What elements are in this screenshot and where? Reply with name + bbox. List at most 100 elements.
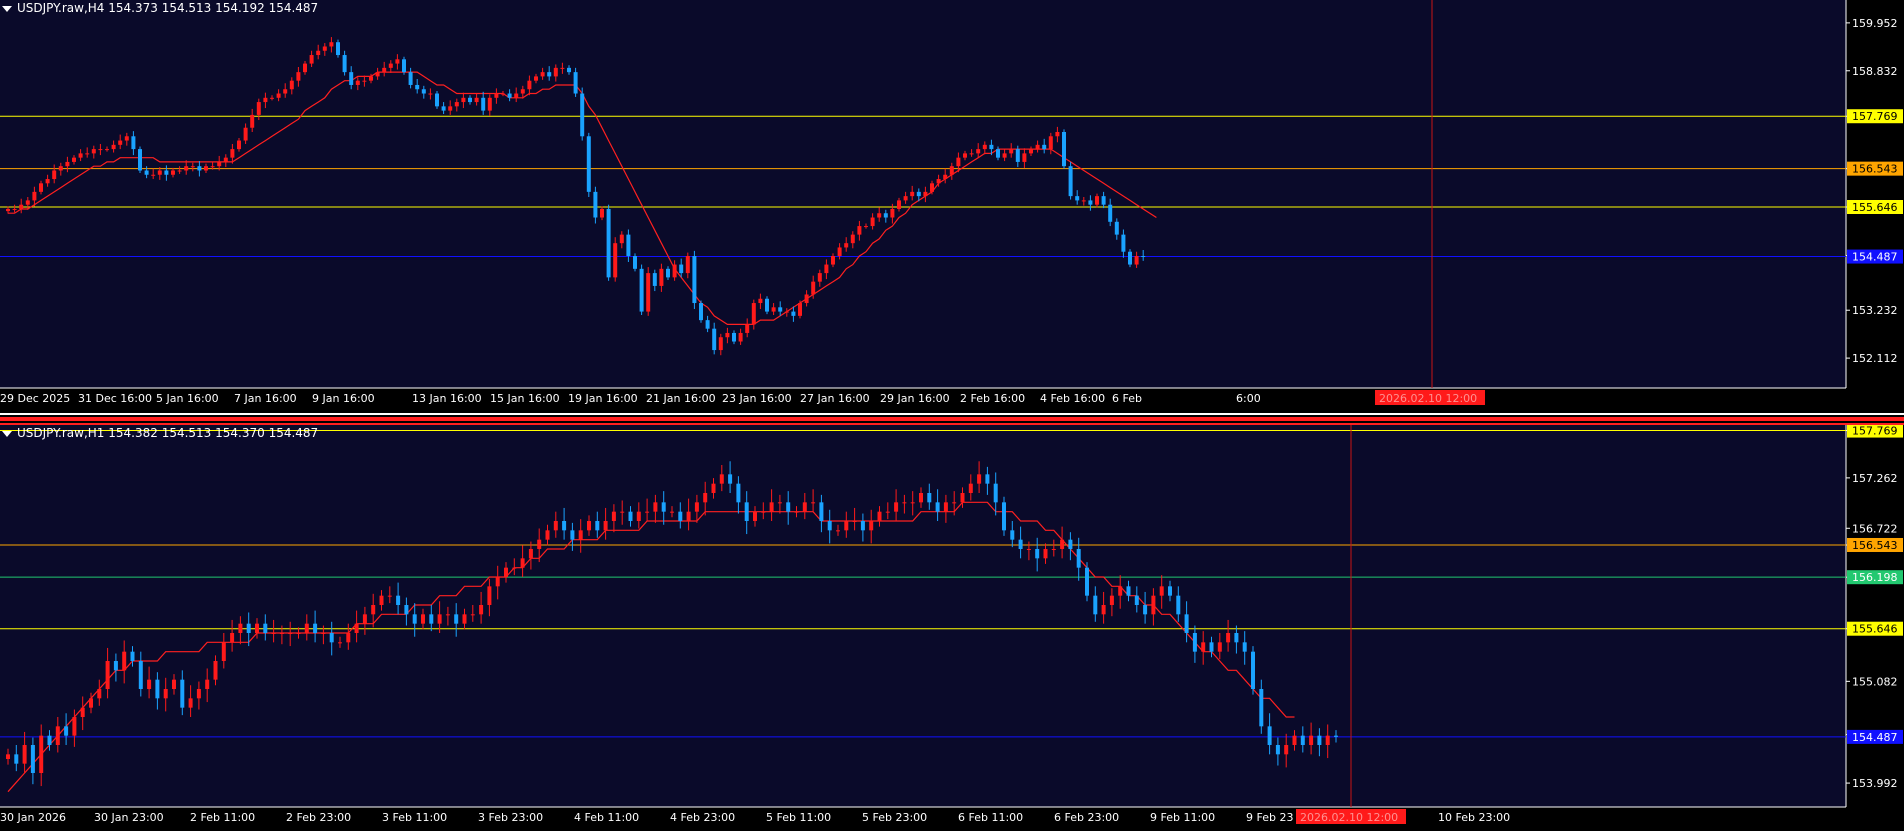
- x-tick-label: 29 Jan 16:00: [880, 392, 950, 405]
- candle-body: [105, 149, 109, 151]
- candle-body: [39, 183, 43, 192]
- candle-body: [180, 679, 185, 708]
- price-level-badge: [1847, 425, 1903, 438]
- x-tick-label: 4 Feb 16:00: [1040, 392, 1105, 405]
- x-tick-label: 4 Feb 11:00: [574, 811, 639, 824]
- candle-body: [1029, 149, 1033, 154]
- candle-body: [883, 213, 888, 218]
- candle-body: [857, 226, 862, 235]
- candle-body: [678, 511, 683, 521]
- candle-body: [157, 170, 162, 175]
- candle-body: [877, 213, 882, 218]
- candle-body: [1081, 200, 1086, 202]
- candle-body: [738, 332, 743, 342]
- candle-body: [798, 303, 802, 316]
- candle-body: [860, 521, 865, 531]
- candle-body: [725, 332, 730, 338]
- candle-body: [719, 474, 724, 484]
- candle-body: [626, 234, 631, 256]
- y-tick-label: 159.952: [1852, 17, 1898, 30]
- candle-body: [47, 735, 52, 745]
- candle-body: [52, 170, 57, 180]
- candle-body: [771, 307, 776, 312]
- x-tick-label: 5 Jan 16:00: [156, 392, 219, 405]
- collapse-triangle-icon[interactable]: [2, 5, 12, 12]
- pane-separator-bar[interactable]: [0, 417, 1904, 421]
- candle-body: [923, 191, 928, 197]
- candle-body: [786, 502, 791, 512]
- candle-body: [25, 200, 30, 205]
- pane-divider[interactable]: [0, 413, 1904, 415]
- candle-body: [1109, 595, 1114, 605]
- candle-body: [1062, 132, 1066, 167]
- candle-body: [387, 595, 392, 597]
- candle-body: [1192, 633, 1197, 652]
- candle-body: [1168, 586, 1172, 596]
- candle-body: [732, 332, 736, 342]
- candle-body: [64, 726, 69, 736]
- candle-body: [494, 93, 499, 98]
- candle-body: [586, 136, 591, 192]
- candle-body: [587, 521, 591, 531]
- h1-chart-pane[interactable]: 157.769 157.262 156.722 156.543 156.198 155.6…: [0, 425, 1904, 831]
- candle-body: [1093, 595, 1098, 615]
- candle-body: [111, 144, 116, 150]
- x-tick-label: 6 Feb 11:00: [958, 811, 1023, 824]
- candle-body: [1042, 144, 1047, 150]
- candle-body: [354, 623, 359, 633]
- x-tick-label: 6 Feb 23:00: [1054, 811, 1119, 824]
- candle-body: [1095, 196, 1099, 205]
- h1-chart-svg[interactable]: 157.769 157.262 156.722 156.543 156.198 155.6…: [0, 425, 1904, 831]
- candle-body: [470, 614, 475, 616]
- candle-body: [527, 80, 532, 90]
- candle-body: [751, 303, 756, 325]
- candle-body: [1101, 605, 1106, 615]
- candle-body: [78, 153, 83, 158]
- h4-plot-area[interactable]: [0, 0, 1846, 388]
- candle-body: [404, 605, 409, 615]
- candle-body: [844, 521, 849, 531]
- candle-body: [462, 614, 467, 624]
- candle-body: [753, 511, 757, 521]
- candle-body: [910, 191, 915, 197]
- price-level-badge-label: 156.198: [1852, 571, 1898, 584]
- y-tick-label: 156.722: [1852, 522, 1898, 535]
- candle-body: [528, 549, 533, 559]
- candle-body: [501, 93, 505, 95]
- candle-body: [718, 337, 723, 351]
- price-level-badge: [1847, 537, 1903, 552]
- x-tick-label: 29 Dec 2025: [0, 392, 70, 405]
- h4-chart-svg[interactable]: 159.952158.832157.769156.543155.646154.5…: [0, 0, 1904, 413]
- candle-body: [578, 530, 583, 540]
- candle-body: [396, 595, 401, 605]
- candle-body: [322, 46, 327, 51]
- candle-body: [745, 324, 750, 333]
- candle-body: [769, 502, 774, 512]
- candle-body: [570, 530, 575, 540]
- candle-body: [936, 179, 941, 184]
- candle-body: [197, 166, 202, 171]
- candle-body: [512, 567, 517, 569]
- candle-body: [943, 502, 948, 512]
- candle-body: [1018, 539, 1023, 549]
- candle-body: [487, 97, 492, 111]
- candle-body: [304, 623, 309, 633]
- price-level-badge-label: 156.543: [1852, 163, 1898, 176]
- candle-body: [130, 651, 135, 661]
- candle-body: [633, 256, 637, 269]
- candle-body: [171, 170, 175, 175]
- candle-body: [230, 633, 235, 643]
- candle-body: [210, 166, 215, 168]
- candle-body: [204, 166, 208, 171]
- candle-body: [567, 67, 571, 73]
- candle-body: [355, 80, 360, 85]
- collapse-triangle-icon[interactable]: [2, 430, 12, 437]
- h4-chart-pane[interactable]: 159.952158.832157.769156.543155.646154.5…: [0, 0, 1904, 413]
- candle-body: [1317, 735, 1322, 745]
- candle-body: [289, 80, 294, 90]
- candle-body: [949, 166, 954, 175]
- h1-plot-area[interactable]: [0, 425, 1846, 807]
- x-tick-label: 2 Feb 23:00: [286, 811, 351, 824]
- price-level-badge-label: 155.646: [1852, 623, 1898, 636]
- candle-body: [91, 149, 96, 154]
